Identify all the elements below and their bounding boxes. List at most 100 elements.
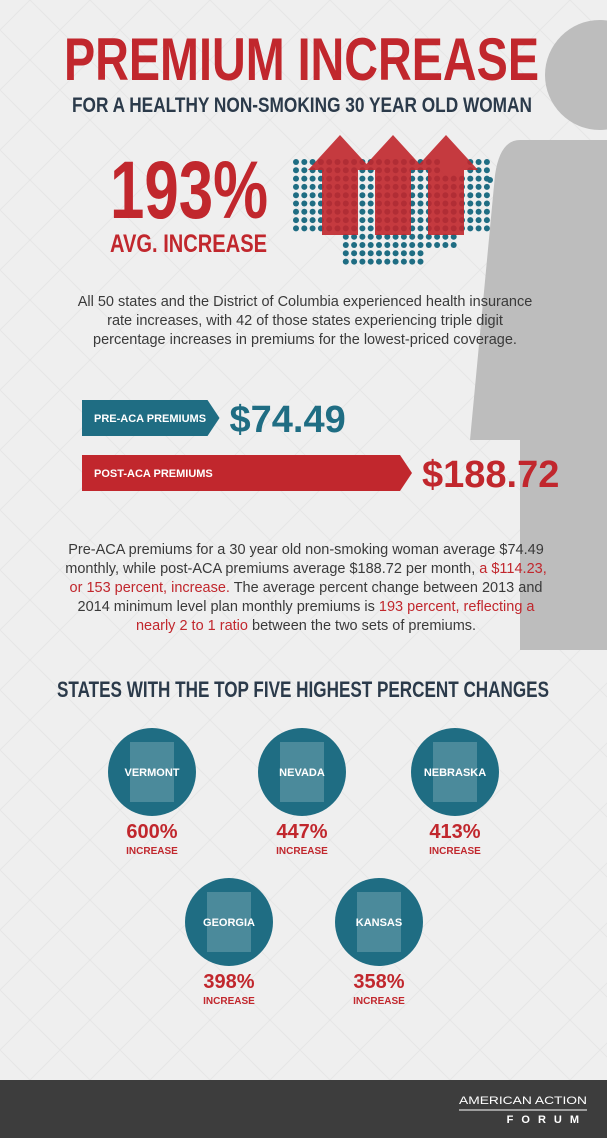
map-dot	[417, 250, 424, 257]
map-dot	[376, 242, 382, 248]
premium-value: $188.72	[422, 454, 559, 496]
map-dot	[367, 242, 374, 248]
map-dot	[487, 177, 493, 183]
map-dot	[417, 175, 424, 182]
state-circle	[108, 728, 196, 816]
map-dot	[359, 250, 366, 257]
subtitle: FOR A HEALTHY NON-SMOKING 30 YEAR OLD WO…	[72, 94, 532, 117]
map-dot	[293, 183, 299, 190]
state-note: INCREASE	[203, 996, 255, 1007]
intro-paragraph: All 50 states and the District of Columb…	[72, 293, 538, 350]
map-dot	[367, 175, 374, 182]
map-dot	[475, 192, 482, 199]
map-dot	[467, 225, 474, 232]
map-dot	[301, 159, 308, 165]
map-dot	[475, 200, 482, 207]
map-dot	[293, 217, 299, 224]
map-dot	[442, 233, 449, 240]
map-dot	[442, 242, 449, 248]
map-dot	[309, 217, 316, 224]
map-dot	[293, 167, 299, 174]
state-name: NEBRASKA	[424, 767, 486, 779]
state-note: INCREASE	[276, 846, 328, 857]
state-name: VERMONT	[125, 767, 180, 779]
state-circle	[185, 878, 273, 966]
map-dot	[359, 258, 366, 265]
map-dot	[417, 200, 424, 207]
map-dot	[384, 250, 391, 257]
state-percent: 358%	[353, 971, 404, 993]
map-dot	[400, 242, 407, 248]
logo-bottom: FORUM	[507, 1114, 587, 1126]
map-dot	[475, 208, 482, 215]
map-dot	[417, 225, 424, 232]
map-dot	[409, 233, 416, 240]
map-dot	[384, 233, 391, 240]
detail-paragraph: Pre-ACA premiums for a 30 year old non-s…	[60, 541, 552, 636]
map-dot	[425, 233, 432, 240]
map-dot	[293, 175, 299, 182]
map-dot	[309, 208, 316, 215]
map-dot	[293, 200, 299, 207]
map-dot	[376, 250, 382, 257]
map-dot	[359, 175, 366, 182]
map-dot	[400, 250, 407, 257]
map-dot	[367, 192, 374, 199]
map-dot	[467, 200, 474, 207]
state-circle	[411, 728, 499, 816]
state-name: KANSAS	[356, 917, 402, 929]
map-dot	[376, 258, 382, 265]
map-dot	[351, 233, 358, 240]
map-dot	[359, 200, 366, 207]
state-circle	[335, 878, 423, 966]
map-dot	[367, 258, 374, 265]
map-dot	[392, 242, 399, 248]
title: PREMIUM INCREASE	[64, 26, 539, 93]
map-dot	[309, 200, 316, 207]
map-dot	[301, 200, 308, 207]
map-dot	[301, 208, 308, 215]
map-dot	[293, 159, 299, 165]
text-segment: The average percent change between 2013 …	[77, 580, 543, 615]
logo-top: AMERICAN ACTION	[459, 1095, 587, 1107]
map-dot	[309, 192, 316, 199]
state-percent: 600%	[126, 821, 177, 843]
map-dot	[475, 217, 482, 224]
state-note: INCREASE	[429, 846, 481, 857]
state-percent: 447%	[276, 821, 327, 843]
map-dot	[450, 233, 457, 240]
state-circle	[258, 728, 346, 816]
map-dot	[409, 242, 416, 248]
premium-label: PRE-ACA PREMIUMS	[94, 413, 206, 425]
map-dot	[483, 200, 490, 207]
map-dot	[359, 233, 366, 240]
map-dot	[434, 233, 441, 240]
map-dot	[483, 183, 490, 190]
map-dot	[475, 167, 482, 174]
state-name: GEORGIA	[203, 917, 255, 929]
map-dot	[359, 217, 366, 224]
map-dot	[400, 258, 407, 265]
map-dot	[367, 250, 374, 257]
map-dot	[342, 233, 349, 240]
map-dot	[301, 192, 308, 199]
text-segment: 193 percent, reflecting a nearly 2 to 1 …	[135, 599, 535, 634]
map-dot	[483, 159, 490, 165]
map-dot	[475, 183, 482, 190]
map-dot	[392, 258, 399, 265]
map-dot	[351, 242, 358, 248]
map-dot	[309, 175, 316, 182]
map-dot	[475, 175, 482, 182]
map-dot	[301, 167, 308, 174]
map-dot	[342, 242, 349, 248]
map-dot	[467, 183, 474, 190]
highlight-value: 193%	[110, 145, 268, 236]
map-dot	[359, 225, 366, 232]
text-segment: between the two sets of premiums.	[247, 618, 477, 634]
map-dot	[342, 258, 349, 265]
premium-label: POST-ACA PREMIUMS	[94, 468, 213, 480]
map-dot	[376, 233, 382, 240]
state-shape	[280, 742, 324, 802]
map-dot	[367, 225, 374, 232]
